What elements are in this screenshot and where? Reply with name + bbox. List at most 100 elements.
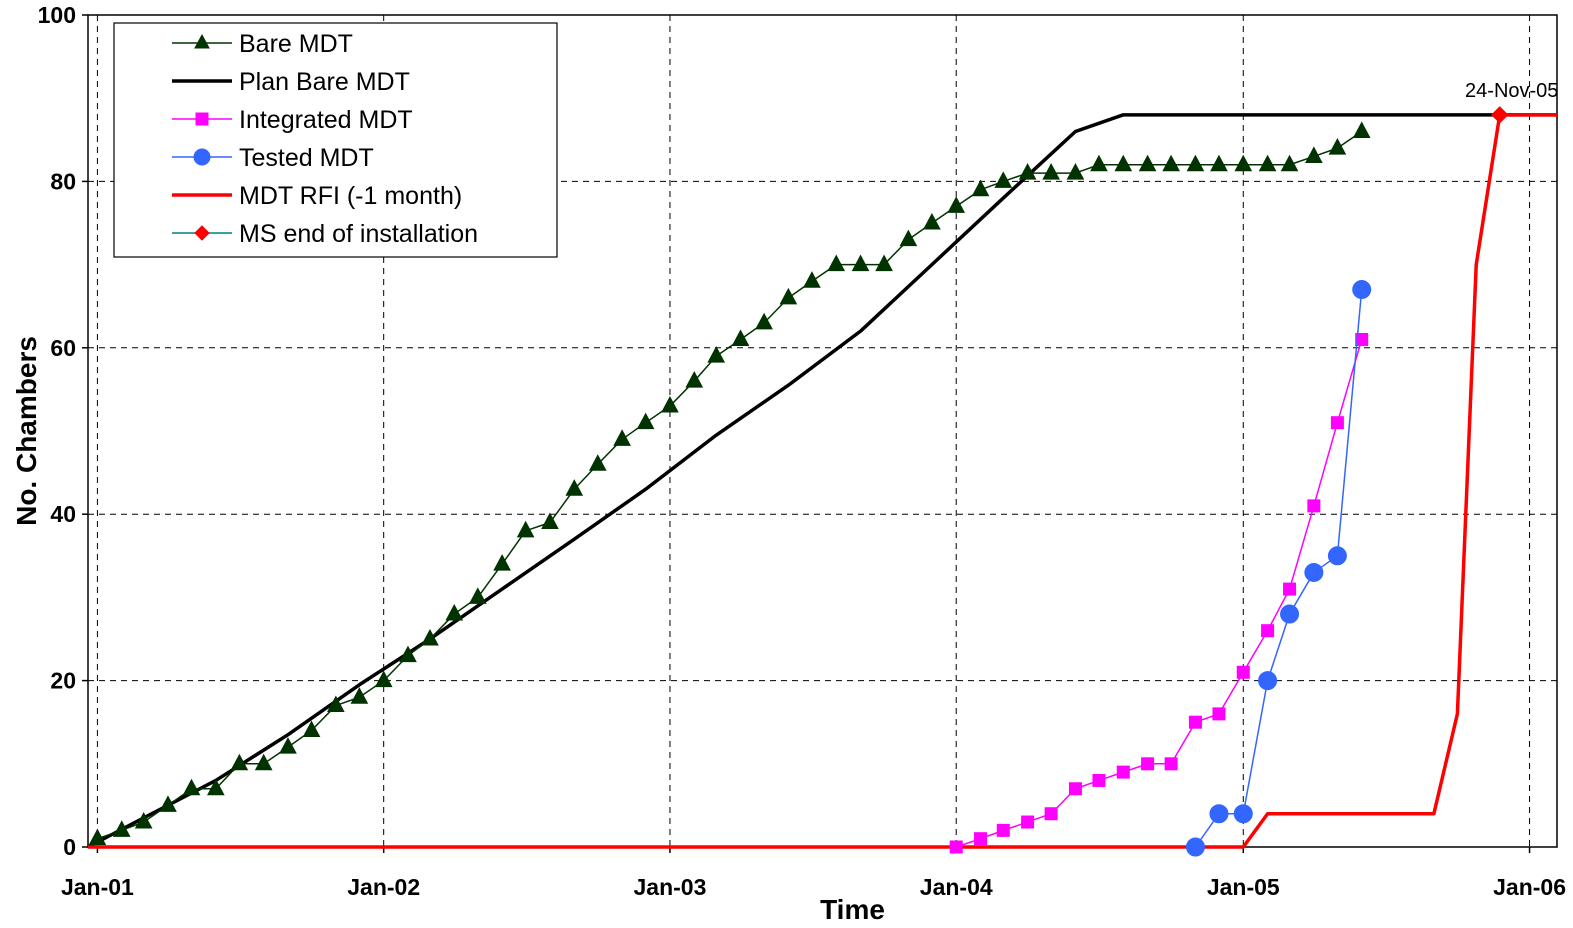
data-point	[1233, 804, 1253, 824]
data-point	[493, 554, 511, 571]
data-point	[1305, 146, 1323, 163]
annotation-label: 24-Nov-05	[1465, 80, 1558, 102]
legend-box	[113, 22, 558, 258]
data-point	[1236, 665, 1250, 679]
data-point	[541, 512, 559, 530]
legend-label: Bare MDT	[239, 30, 353, 58]
data-point	[1092, 773, 1106, 787]
legend-marker	[194, 33, 210, 49]
data-point	[994, 171, 1013, 188]
data-point	[88, 828, 107, 846]
data-point	[302, 720, 321, 738]
series-line	[88, 113, 1557, 849]
data-point	[1138, 154, 1157, 172]
data-point	[279, 737, 297, 754]
data-point	[1066, 163, 1085, 180]
data-point	[1018, 163, 1037, 180]
x-tick-label: Jan-02	[347, 874, 420, 900]
series-line	[87, 113, 1557, 849]
data-point	[996, 823, 1010, 837]
x-tick-label: Jan-05	[1207, 874, 1280, 900]
y-tick-label: 100	[38, 2, 76, 28]
data-point	[613, 429, 631, 446]
data-point	[1283, 582, 1297, 596]
data-point	[1164, 757, 1178, 771]
data-point	[1304, 562, 1324, 582]
data-point	[827, 254, 846, 272]
data-point	[1261, 624, 1275, 638]
data-point	[636, 412, 655, 430]
x-axis-title: Time	[820, 894, 885, 925]
data-point	[1234, 154, 1253, 172]
data-point	[588, 454, 607, 471]
y-tick-label: 40	[50, 501, 76, 527]
data-point	[350, 687, 369, 704]
data-point	[1188, 715, 1202, 729]
data-point	[1068, 782, 1082, 796]
data-point	[875, 254, 893, 272]
data-point	[685, 371, 704, 388]
data-point	[851, 254, 870, 272]
data-point	[779, 287, 798, 305]
y-axis-title: No. Chambers	[11, 336, 42, 526]
data-point	[1116, 765, 1130, 779]
legend-item: Integrated MDT	[172, 106, 413, 134]
data-point	[1280, 154, 1299, 172]
data-point	[399, 645, 417, 663]
data-point	[707, 346, 726, 363]
data-point	[661, 395, 679, 413]
data-point	[1209, 804, 1229, 824]
legend-item: Plan Bare MDT	[172, 68, 410, 96]
data-point	[899, 229, 918, 247]
data-point	[974, 832, 988, 846]
data-point	[327, 695, 345, 713]
series-1	[87, 113, 1557, 849]
series-5	[1491, 106, 1509, 124]
data-point	[755, 312, 773, 330]
data-point	[1258, 671, 1278, 691]
legend: Bare MDT Plan Bare MDT Integrated MDT Teste…	[113, 22, 558, 258]
data-point	[207, 778, 225, 796]
legend-item: Tested MDT	[172, 144, 374, 172]
data-point	[731, 329, 750, 346]
data-point	[947, 196, 966, 213]
data-point	[374, 670, 393, 688]
data-point	[1210, 154, 1228, 172]
data-point	[421, 628, 439, 646]
data-point	[159, 795, 177, 812]
data-point	[254, 753, 273, 771]
data-point	[516, 520, 535, 538]
annotations: 24-Nov-05	[1465, 80, 1558, 102]
data-point	[468, 587, 487, 604]
data-point	[1141, 757, 1155, 771]
data-point	[1491, 106, 1509, 124]
data-point	[1330, 416, 1344, 430]
series-2	[949, 332, 1369, 854]
y-tick-label: 20	[50, 668, 76, 694]
legend-label: Plan Bare MDT	[239, 68, 410, 96]
legend-marker	[195, 112, 209, 126]
data-point	[1327, 546, 1347, 566]
legend-marker	[194, 225, 210, 241]
legend-label: MDT RFI (-1 month)	[239, 182, 462, 210]
data-point	[1114, 154, 1133, 172]
data-point	[1021, 815, 1035, 829]
series-3	[1185, 280, 1372, 857]
data-point	[112, 820, 131, 837]
data-point	[445, 603, 464, 621]
data-point	[1162, 154, 1180, 172]
legend-label: Integrated MDT	[239, 106, 413, 134]
data-point	[1280, 604, 1300, 624]
y-tick-label: 60	[50, 335, 76, 361]
series-line	[1194, 289, 1363, 848]
x-tick-label: Jan-06	[1493, 874, 1566, 900]
legend-item: Bare MDT	[172, 30, 353, 58]
data-point	[1090, 154, 1108, 172]
data-point	[182, 778, 201, 796]
data-point	[803, 271, 821, 288]
data-point	[1042, 163, 1060, 180]
data-point	[1258, 154, 1277, 172]
x-tick-label: Jan-03	[634, 874, 707, 900]
data-point	[923, 212, 941, 230]
y-tick-label: 0	[63, 834, 76, 860]
